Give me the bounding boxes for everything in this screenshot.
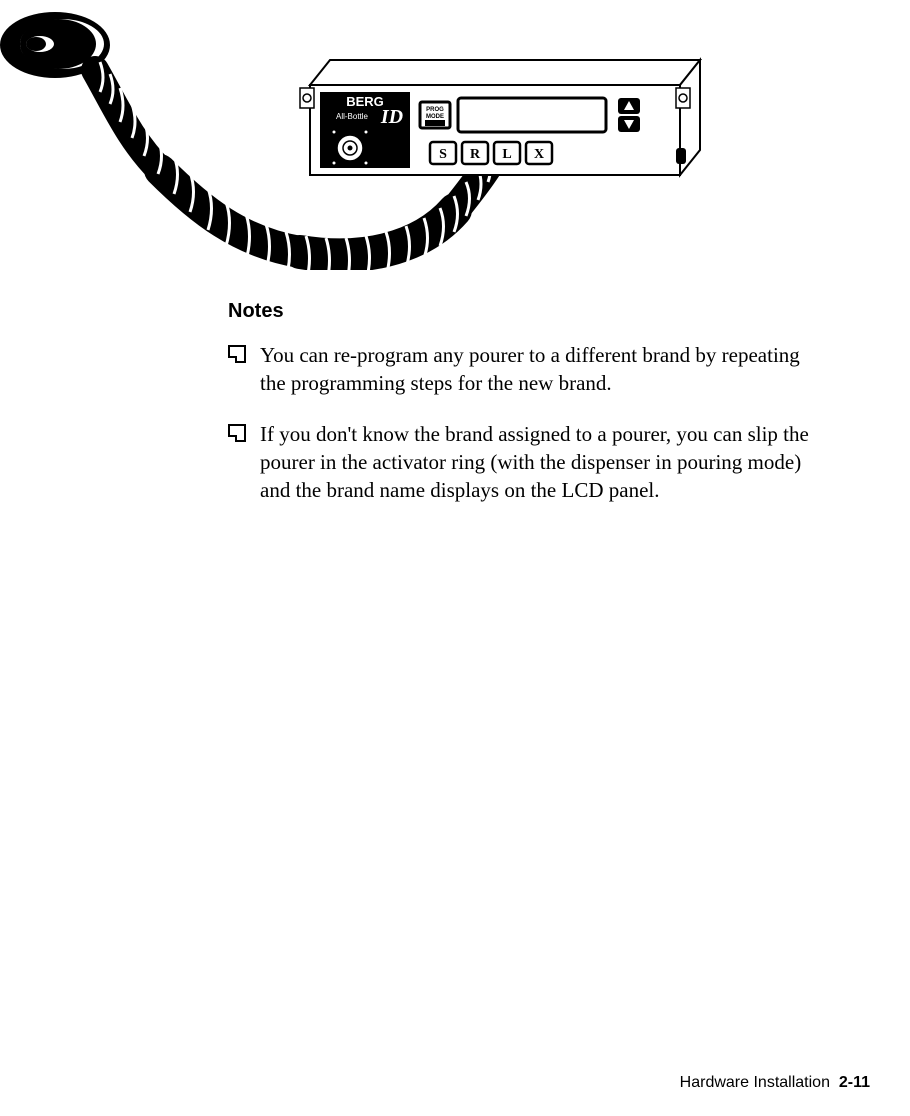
checkbox-bullet-icon	[228, 345, 246, 363]
page-footer: Hardware Installation 2-11	[680, 1074, 870, 1092]
svg-text:BERG: BERG	[346, 94, 384, 109]
footer-page-number: 2-11	[839, 1074, 870, 1091]
svg-text:All-Bottle: All-Bottle	[336, 112, 369, 121]
notes-heading: Notes	[228, 300, 828, 323]
device-illustration: BERG All-Bottle ID PROG MODE	[0, 10, 720, 270]
notes-section: Notes You can re-program any pourer to a…	[228, 300, 828, 527]
svg-text:S: S	[439, 147, 447, 162]
checkbox-bullet-icon	[228, 424, 246, 442]
svg-text:X: X	[534, 147, 544, 162]
svg-text:MODE: MODE	[426, 114, 444, 120]
svg-text:ID: ID	[380, 106, 403, 128]
footer-section-label: Hardware Installation	[680, 1074, 830, 1091]
note-text: You can re-program any pourer to a diffe…	[260, 341, 828, 398]
svg-text:L: L	[502, 147, 511, 162]
svg-text:PROG: PROG	[426, 107, 444, 113]
dispenser-unit-icon: BERG All-Bottle ID PROG MODE	[300, 60, 700, 175]
svg-text:R: R	[470, 147, 481, 162]
note-item: If you don't know the brand assigned to …	[228, 420, 828, 505]
note-text: If you don't know the brand assigned to …	[260, 420, 828, 505]
note-item: You can re-program any pourer to a diffe…	[228, 341, 828, 398]
